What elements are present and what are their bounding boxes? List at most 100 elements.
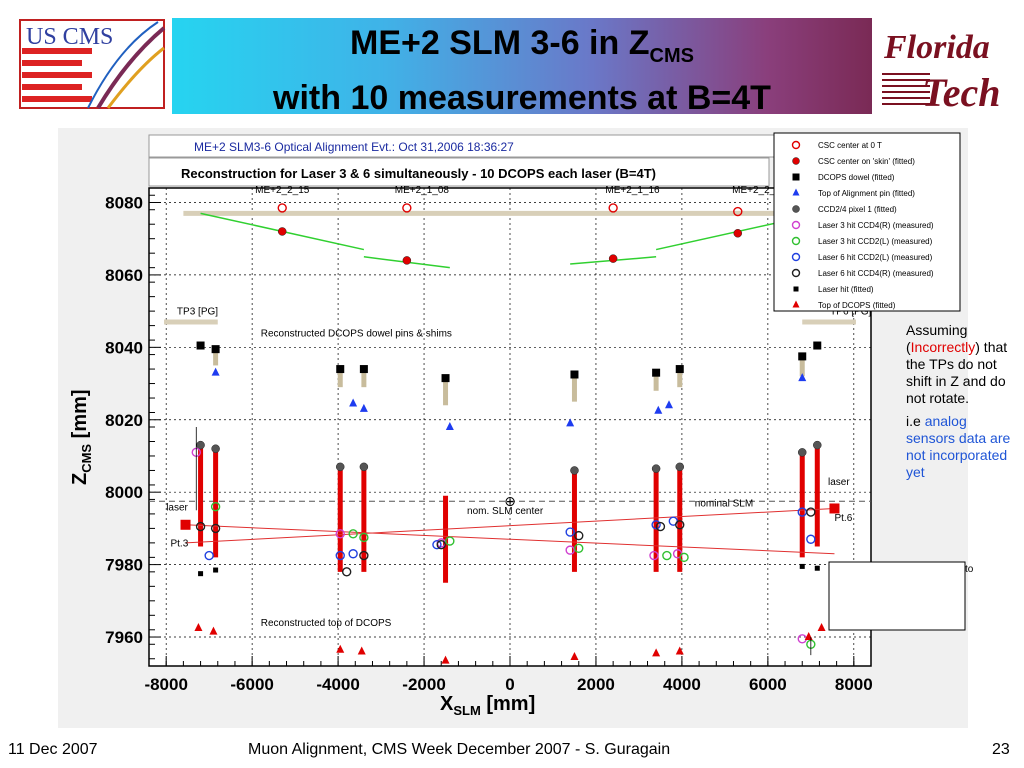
grid	[149, 188, 871, 666]
chart-subtitle: Reconstruction for Laser 3 & 6 simultane…	[181, 166, 656, 181]
title-banner	[172, 18, 872, 114]
footer-page-number: 23	[992, 741, 1010, 758]
data-point	[402, 203, 412, 213]
data-point	[675, 462, 685, 472]
laser-line	[185, 507, 835, 544]
data-point	[652, 648, 661, 657]
annotation-text: Pt.6	[834, 513, 852, 524]
florida-tech-logo-graphic: Florida Tech	[878, 18, 1008, 115]
x-axis-label: XSLM [mm]	[440, 693, 535, 718]
chart-marks: ⊕	[149, 203, 871, 664]
data-point	[441, 655, 450, 664]
data-point	[733, 229, 743, 238]
legend-marker	[792, 188, 800, 196]
data-point	[566, 418, 575, 427]
annotation-text: Reconstructed top of DCOPS	[261, 618, 392, 629]
legend-label: Laser hit (fitted)	[818, 285, 874, 294]
y-tick-label: 8000	[105, 483, 143, 502]
note-text-2: ) that the TPs do not shift in Z and do …	[906, 339, 1008, 406]
data-point	[195, 521, 206, 532]
chart-title: ME+2 SLM3-6 Optical Alignment Evt.: Oct …	[194, 140, 514, 154]
note-incorrectly: Incorrectly	[910, 339, 976, 355]
annotation-text: TP6 [PG]	[830, 307, 871, 318]
data-point	[402, 256, 412, 265]
data-point	[679, 552, 689, 563]
data-point	[436, 539, 446, 550]
data-point	[608, 254, 618, 263]
assumption-note: Assuming (Incorrectly) that the TPs do n…	[906, 322, 1016, 481]
y-tick-label: 8060	[105, 266, 143, 285]
data-point	[359, 365, 368, 374]
data-point	[675, 646, 684, 655]
data-point	[211, 444, 220, 453]
annotation-text: laser	[166, 502, 188, 513]
data-point	[445, 536, 455, 546]
data-point	[570, 370, 579, 379]
data-point	[209, 626, 218, 635]
data-point	[348, 529, 358, 539]
data-point	[652, 368, 661, 377]
data-point	[336, 644, 345, 653]
x-tick-label: 2000	[577, 675, 615, 694]
x-tick-label: -4000	[316, 675, 359, 694]
y-tick-label: 8020	[105, 411, 143, 430]
data-point	[574, 543, 584, 554]
data-point	[359, 532, 369, 543]
x-tick-label: 8000	[835, 675, 873, 694]
legend-marker	[791, 220, 801, 230]
data-point	[817, 622, 826, 631]
data-point	[608, 203, 618, 213]
data-point	[813, 440, 822, 450]
legend-marker	[791, 140, 801, 150]
annotation-text: nom. SLM center	[467, 506, 544, 517]
legend-marker	[791, 236, 801, 246]
data-point	[335, 550, 345, 561]
data-point	[675, 520, 685, 530]
legend-marker	[792, 157, 800, 165]
data-point	[798, 373, 807, 382]
title-subscript: CMS	[649, 44, 694, 67]
us-cms-logo-graphic: US CMS	[18, 18, 166, 110]
svg-text:Tech: Tech	[922, 70, 1001, 114]
data-point	[649, 550, 659, 561]
chamber-label: ME+2_1_16	[605, 185, 660, 196]
x-tick-label: 0	[505, 675, 514, 694]
laser-line	[185, 524, 835, 555]
legend-marker	[792, 205, 800, 213]
legend-marker	[791, 252, 801, 262]
legend-marker	[792, 173, 800, 181]
data-point	[814, 565, 820, 571]
annotation-text: nominal SLM	[695, 499, 753, 510]
data-point	[211, 345, 220, 354]
slide-title: ME+2 SLM 3-6 in ZCMS with 10 measurement…	[172, 22, 872, 119]
us-cms-logo: US CMS	[18, 18, 166, 110]
x-tick-label: -6000	[230, 675, 273, 694]
y-tick-label: 7980	[105, 556, 143, 575]
legend-label: Laser 3 hit CCD4(R) (measured)	[818, 221, 934, 230]
data-point	[798, 352, 807, 361]
data-point	[565, 545, 575, 555]
data-point	[198, 571, 204, 577]
x-tick-label: 6000	[749, 675, 787, 694]
data-point	[570, 466, 579, 475]
laser-source-point	[829, 503, 840, 514]
data-point	[196, 341, 205, 350]
axes: -8000 -6000 -4000 -2000 0 2000 4000 6000 8000 796…	[105, 193, 873, 694]
laser-source-point	[180, 519, 191, 530]
data-point	[359, 462, 369, 472]
legend-label: Laser 6 hit CCD2(L) (measured)	[818, 253, 933, 262]
data-point	[733, 206, 743, 217]
data-point	[335, 462, 345, 472]
data-point	[210, 523, 221, 534]
data-point	[348, 549, 358, 559]
data-point	[806, 534, 816, 544]
legend: CSC center at 0 T CSC center on 'skin' (f…	[773, 132, 961, 312]
svg-text:Florida: Florida	[883, 29, 990, 66]
data-point	[357, 646, 366, 655]
data-point	[651, 464, 661, 473]
plot-frame	[148, 187, 872, 667]
data-point	[651, 520, 661, 530]
data-point	[335, 529, 345, 539]
data-point	[813, 341, 822, 350]
